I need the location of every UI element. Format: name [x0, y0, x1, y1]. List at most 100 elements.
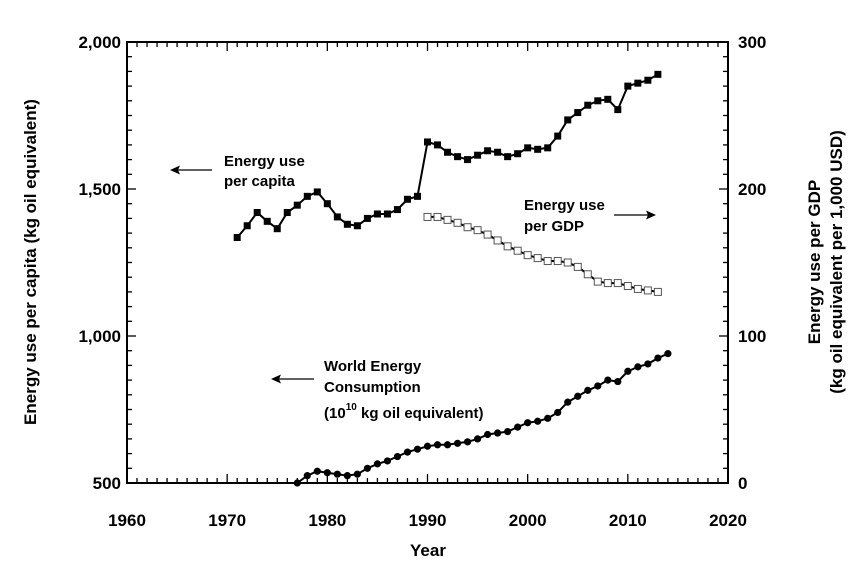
y-left-axis-title: Energy use per capita (kg oil equivalent…: [21, 99, 40, 425]
arrowhead-per-capita: [170, 165, 180, 175]
annotation-world-exponent: 10: [346, 402, 358, 413]
marker-world-consumption: [443, 441, 452, 449]
marker-per-capita: [454, 153, 462, 161]
marker-per-capita: [564, 116, 572, 124]
y-right-tick-label: 200: [738, 180, 766, 199]
annotation-world-prefix: (10: [324, 405, 346, 422]
marker-per-gdp: [423, 212, 432, 221]
marker-per-capita: [303, 192, 311, 200]
marker-world-consumption: [333, 470, 341, 478]
marker-world-consumption: [423, 442, 432, 450]
marker-per-capita: [333, 213, 341, 221]
marker-per-gdp: [643, 286, 652, 295]
marker-per-capita: [514, 150, 522, 158]
y-right-tick-label: 300: [738, 33, 766, 52]
annotation-per-capita: Energy use per capita: [170, 153, 305, 190]
y-left-tick-label: 2,000: [78, 33, 121, 52]
marker-per-capita: [634, 79, 642, 87]
x-tick-label: 1990: [409, 511, 447, 530]
annotation-per-gdp-line1: Energy use: [524, 197, 605, 214]
annotation-world-consumption: World Energy Consumption (1010 kg oil eq…: [271, 358, 484, 422]
marker-world-consumption: [644, 360, 652, 368]
marker-per-capita: [253, 209, 261, 217]
marker-world-consumption: [363, 464, 371, 472]
marker-per-capita: [524, 144, 532, 152]
marker-world-consumption: [353, 470, 361, 478]
marker-world-consumption: [413, 445, 422, 453]
y-right-axis-title-line2: (kg oil equivalent per 1,000 USD): [827, 130, 846, 394]
x-tick-label: 1960: [108, 511, 146, 530]
marker-per-gdp: [653, 287, 662, 296]
marker-per-capita: [484, 147, 492, 155]
marker-per-capita: [383, 210, 391, 218]
marker-per-gdp: [523, 251, 532, 260]
x-axis-title: Year: [410, 541, 446, 560]
marker-world-consumption: [463, 438, 472, 446]
marker-per-gdp: [623, 282, 632, 291]
marker-per-gdp: [493, 236, 502, 245]
marker-world-consumption: [624, 367, 632, 375]
marker-per-capita: [594, 97, 602, 105]
marker-world-consumption: [584, 386, 592, 394]
marker-world-consumption: [524, 419, 532, 427]
marker-per-capita: [494, 148, 502, 156]
marker-per-capita: [614, 106, 622, 114]
marker-world-consumption: [373, 460, 382, 468]
annotation-world-line2: Consumption: [324, 379, 421, 396]
y-left-tick-label: 1,000: [78, 327, 121, 346]
marker-world-consumption: [433, 441, 442, 449]
marker-per-capita: [343, 220, 351, 228]
marker-world-consumption: [343, 472, 351, 480]
marker-per-capita: [464, 156, 472, 164]
x-tick-label: 2010: [609, 511, 647, 530]
marker-per-capita: [313, 188, 321, 196]
marker-per-capita: [363, 214, 371, 222]
marker-per-gdp: [583, 270, 592, 279]
marker-world-consumption: [534, 417, 542, 425]
y-right-tick-label: 100: [738, 327, 766, 346]
marker-per-capita: [323, 200, 331, 208]
marker-per-capita: [293, 201, 301, 209]
y-left-tick-label: 1,500: [78, 180, 121, 199]
marker-per-gdp: [443, 215, 452, 224]
annotation-world-line3: (1010 kg oil equivalent): [324, 402, 484, 422]
x-tick-label: 2020: [709, 511, 747, 530]
marker-per-gdp: [503, 242, 512, 251]
marker-world-consumption: [484, 430, 492, 439]
marker-per-capita: [403, 195, 411, 203]
marker-world-consumption: [514, 423, 522, 431]
marker-per-capita: [604, 95, 612, 103]
y-left-tick-label: 500: [93, 474, 121, 493]
marker-per-capita: [474, 151, 482, 159]
marker-per-gdp: [513, 246, 522, 255]
marker-per-capita: [393, 206, 401, 214]
marker-world-consumption: [473, 435, 482, 443]
ticks: [126, 41, 729, 484]
marker-per-gdp: [543, 257, 552, 266]
marker-world-consumption: [383, 457, 392, 465]
marker-world-consumption: [323, 469, 331, 477]
y-right-tick-label: 0: [738, 474, 747, 493]
marker-per-capita: [434, 141, 442, 149]
marker-per-gdp: [453, 218, 462, 227]
marker-per-capita: [534, 145, 542, 153]
marker-world-consumption: [564, 398, 572, 406]
marker-world-consumption: [554, 408, 562, 417]
marker-per-capita: [233, 234, 241, 242]
marker-world-consumption: [544, 414, 552, 422]
marker-world-consumption: [293, 479, 301, 487]
marker-per-gdp: [473, 226, 482, 235]
marker-world-consumption: [634, 363, 642, 371]
marker-per-capita: [574, 109, 582, 117]
annotation-per-gdp-line2: per GDP: [524, 218, 584, 235]
marker-per-capita: [353, 222, 361, 230]
marker-per-gdp: [433, 212, 442, 221]
annotation-per-capita-line2: per capita: [224, 173, 296, 190]
marker-per-capita: [644, 76, 652, 84]
marker-world-consumption: [594, 382, 602, 390]
marker-per-capita: [243, 222, 251, 230]
marker-per-capita: [424, 138, 431, 146]
marker-per-gdp: [483, 230, 492, 239]
marker-world-consumption: [303, 472, 311, 480]
